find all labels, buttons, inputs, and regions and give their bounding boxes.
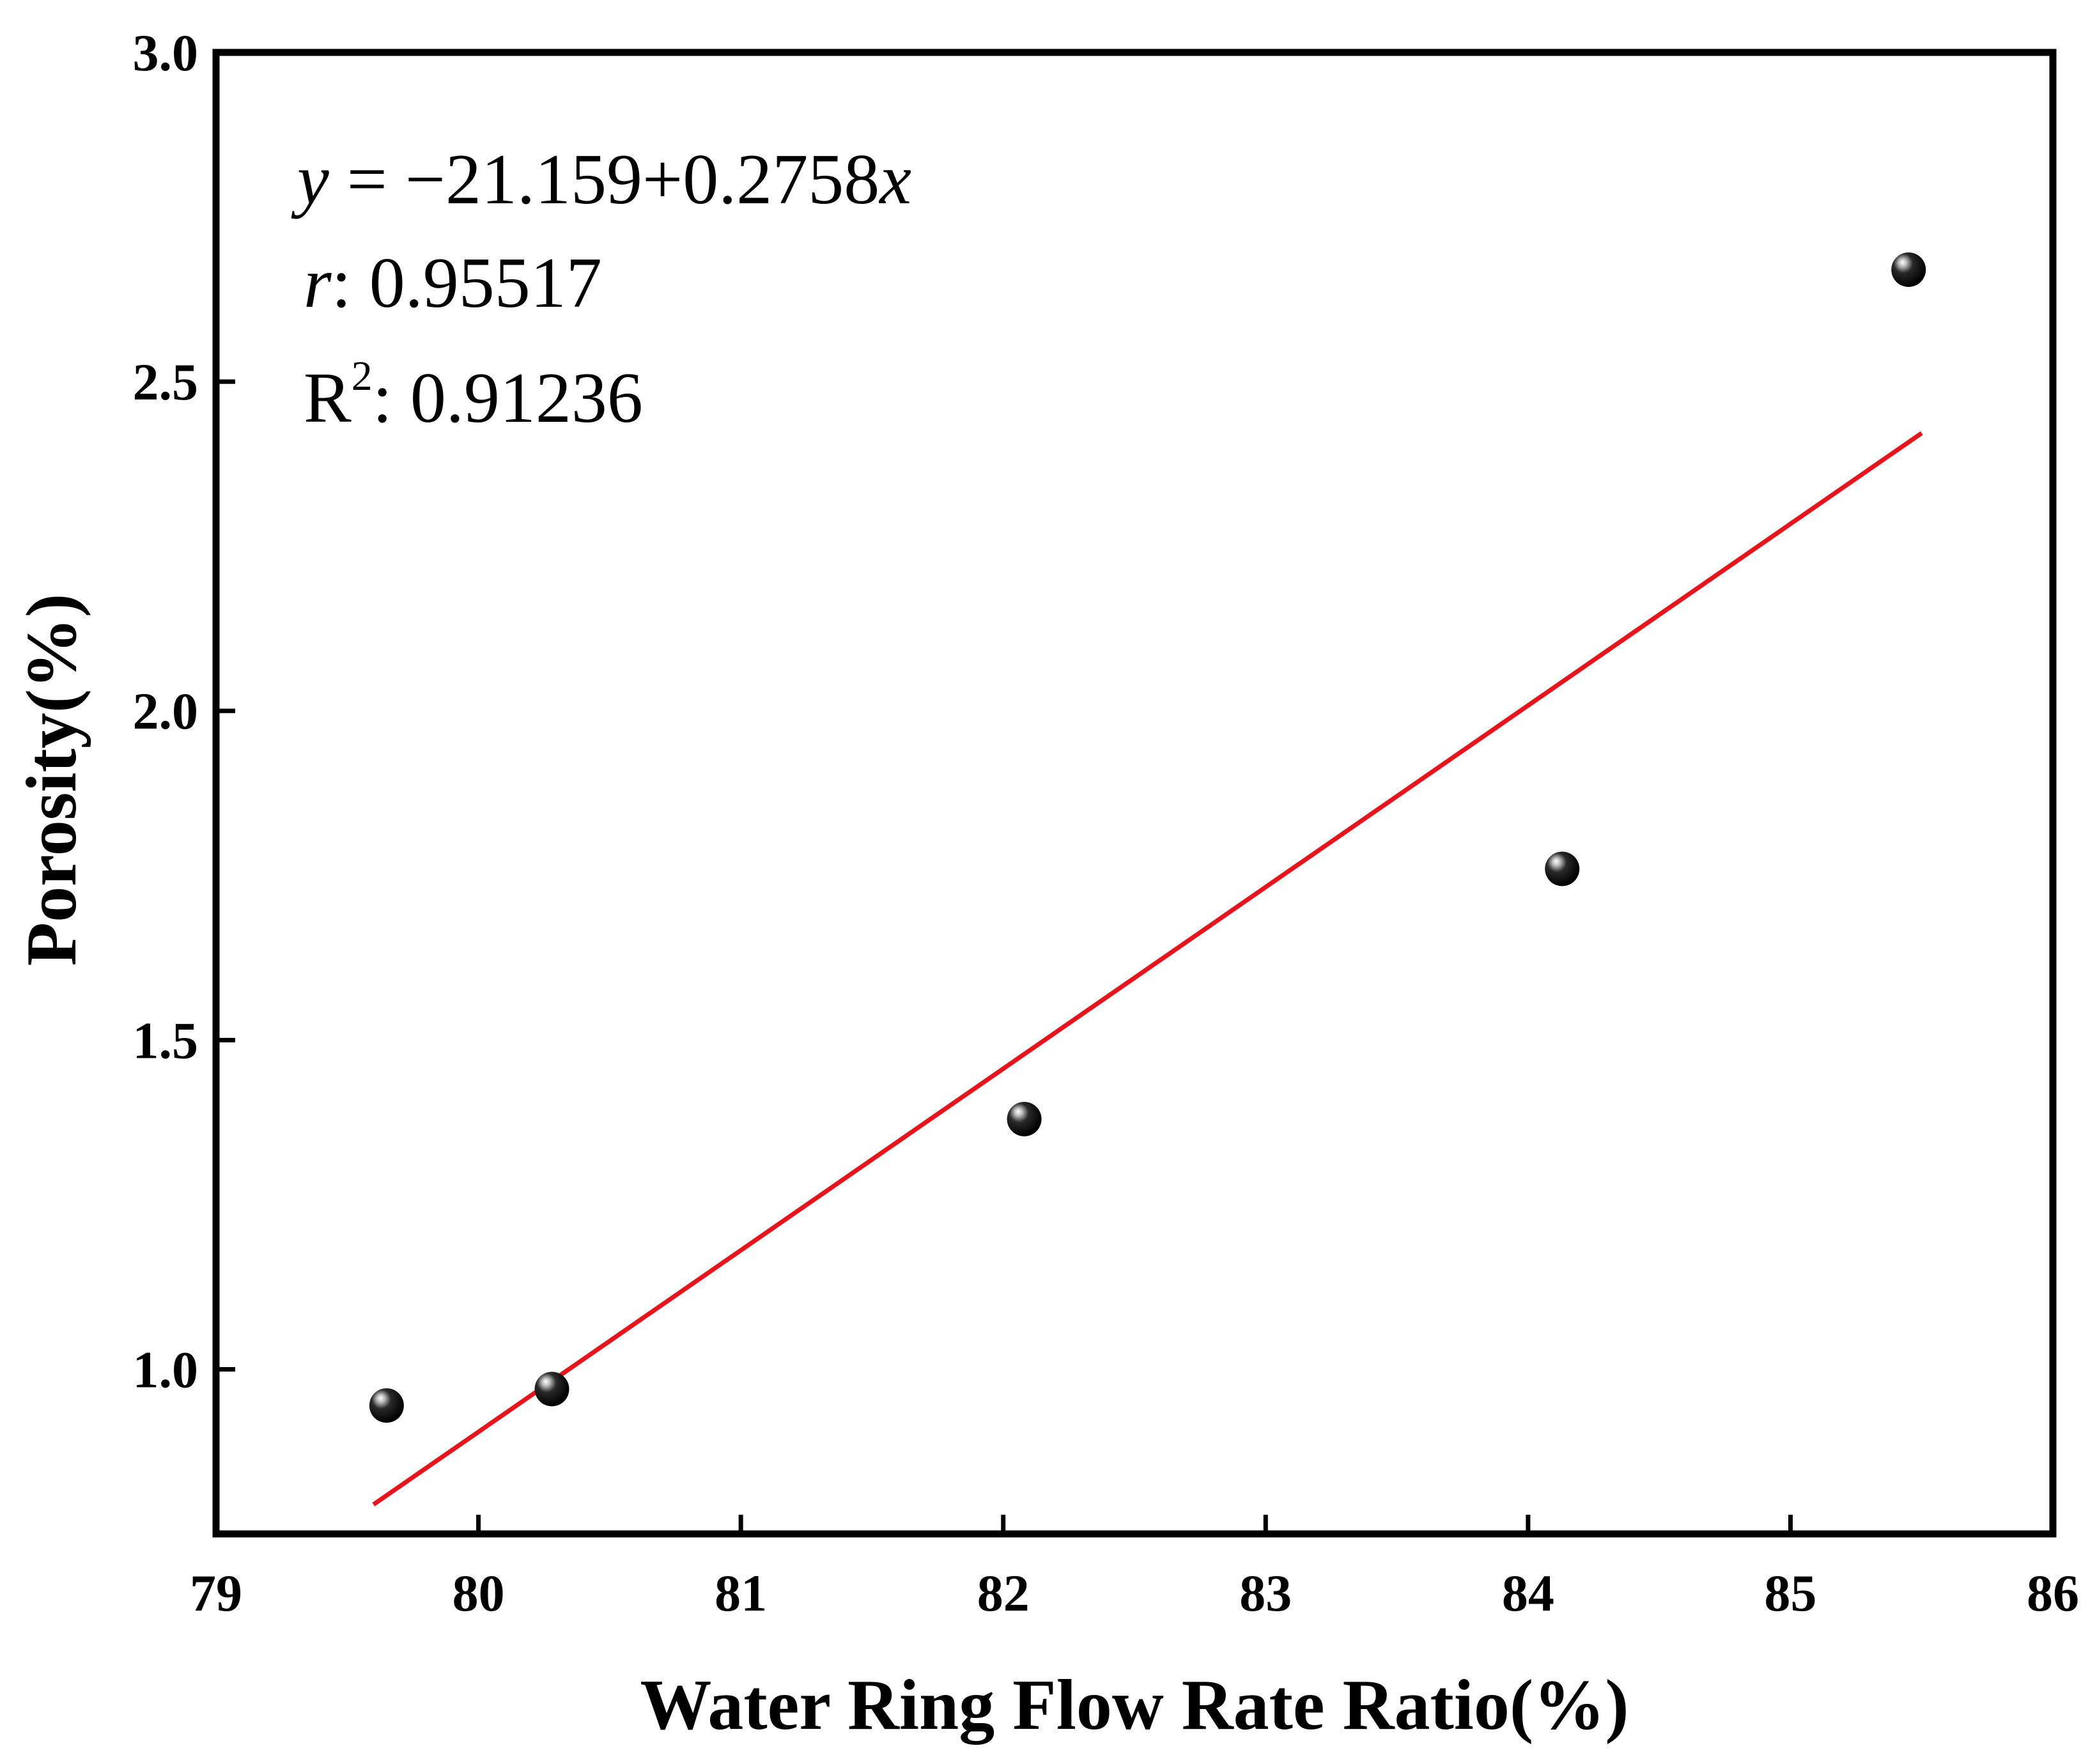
x-tick-label-85: 85 (1764, 1564, 1816, 1622)
data-point-1 (369, 1388, 404, 1423)
equation-x-var: x (878, 140, 911, 219)
y-tick-label-2.0: 2.0 (133, 682, 199, 740)
r2-label: R (304, 359, 352, 438)
x-tick-label-82: 82 (977, 1564, 1030, 1622)
x-tick-label-81: 81 (715, 1564, 767, 1622)
y-axis-ticks (216, 50, 235, 1372)
x-axis-tick-labels: 79 80 81 82 83 84 85 86 (190, 1564, 2079, 1622)
data-point-2 (534, 1372, 569, 1407)
equation-rhs: = −21.159+0.2758 (329, 140, 880, 219)
scatter-points (369, 252, 1926, 1423)
equation-y-var: y (291, 140, 329, 219)
fit-equation: y = −21.159+0.2758x (291, 140, 911, 219)
linear-fit-line (372, 431, 1923, 1506)
data-point-3 (1007, 1101, 1042, 1136)
x-tick-label-79: 79 (190, 1564, 242, 1622)
x-tick-label-86: 86 (2027, 1564, 2079, 1622)
y-tick-label-1.0: 1.0 (133, 1340, 199, 1398)
x-axis-ticks (213, 1515, 2055, 1534)
y-tick-label-1.5: 1.5 (133, 1011, 199, 1069)
x-tick-label-80: 80 (453, 1564, 505, 1622)
y-axis-title: Porosity(%) (12, 594, 91, 966)
x-tick-label-83: 83 (1239, 1564, 1292, 1622)
r-label: r (304, 244, 332, 323)
x-tick-label-84: 84 (1502, 1564, 1554, 1622)
r2-superscript: 2 (352, 353, 373, 399)
r-value: : 0.95517 (332, 244, 602, 323)
y-axis-tick-labels: 1.0 1.5 2.0 2.5 3.0 (133, 24, 199, 1398)
r2-value: : 0.91236 (373, 359, 643, 438)
data-point-4 (1545, 851, 1580, 886)
y-tick-label-3.0: 3.0 (133, 24, 199, 82)
data-point-5 (1891, 252, 1926, 287)
y-tick-label-2.5: 2.5 (133, 353, 199, 411)
correlation-r: r: 0.95517 (304, 244, 602, 323)
r-squared: R2: 0.91236 (304, 353, 643, 438)
x-axis-title: Water Ring Flow Rate Ratio(%) (640, 1666, 1629, 1745)
plot-frame (212, 49, 2057, 1538)
